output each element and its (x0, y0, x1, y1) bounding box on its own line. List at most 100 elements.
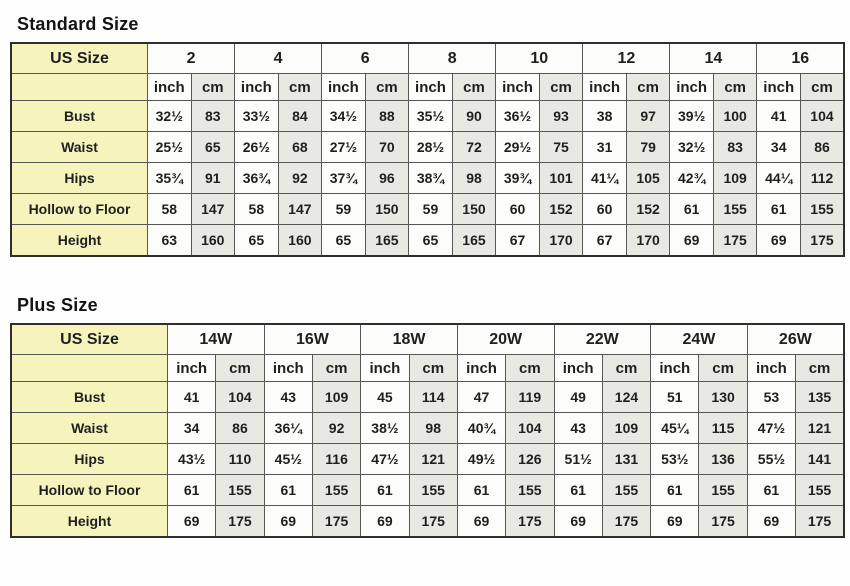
size-header: 8 (408, 42, 497, 74)
size-header: 14 (669, 42, 758, 74)
inch-value: 47 (456, 381, 507, 413)
inch-value: 37¾ (321, 162, 366, 194)
unit-header-inch: inch (166, 354, 217, 382)
size-header: 14W (167, 323, 265, 355)
unit-header-inch: inch (582, 73, 627, 101)
cm-value: 175 (311, 505, 362, 538)
cm-value: 98 (451, 162, 497, 194)
cm-value: 165 (451, 224, 497, 257)
inch-value: 59 (321, 193, 366, 225)
cm-value: 97 (625, 100, 671, 132)
row-label: Hips (10, 162, 148, 194)
table-row: Waist 25½ 65 26½ 68 27½ 70 28½ 72 29½ 75 31 79 32½ 83 3… (10, 131, 845, 163)
inch-value: 61 (553, 474, 603, 506)
cm-value: 155 (215, 474, 265, 506)
inch-value: 49 (553, 381, 603, 413)
cm-value: 86 (799, 131, 845, 163)
cm-value: 83 (190, 100, 236, 132)
inch-value: 63 (147, 224, 192, 257)
inch-value: 65 (321, 224, 366, 257)
unit-header-row: inch cm inch cm inch cm inch cm inch cm inch cm inch… (10, 354, 845, 382)
cm-value: 110 (215, 443, 265, 475)
inch-value: 26½ (234, 131, 279, 163)
plus-size-section: Plus Size US Size 14W 16W 18W 20W 22W 24W 26W in… (0, 295, 850, 538)
unit-header-cm: cm (277, 73, 323, 101)
plus-size-table-body: US Size 14W 16W 18W 20W 22W 24W 26W inch cm inch cm… (10, 323, 845, 538)
cm-value: 147 (277, 193, 323, 225)
inch-value: 39¾ (495, 162, 540, 194)
unit-header-cm: cm (364, 73, 410, 101)
cm-value: 155 (408, 474, 458, 506)
unit-header-cm: cm (698, 354, 748, 382)
row-label: Height (10, 224, 148, 257)
row-label: Waist (10, 131, 148, 163)
cm-value: 175 (712, 224, 758, 257)
inch-value: 27½ (321, 131, 366, 163)
table-row: Hollow to Floor 61 155 61 155 61 155 61 155 61 155… (10, 474, 845, 506)
cm-value: 150 (451, 193, 497, 225)
inch-value: 28½ (408, 131, 453, 163)
size-header: 16 (756, 42, 845, 74)
cm-value: 109 (712, 162, 758, 194)
inch-value: 45½ (263, 443, 313, 475)
cm-value: 160 (277, 224, 323, 257)
unit-header-cm: cm (408, 354, 458, 382)
cm-value: 155 (505, 474, 555, 506)
inch-value: 61 (166, 474, 217, 506)
inch-value: 25½ (147, 131, 192, 163)
inch-value: 53 (746, 381, 797, 413)
table-row: Hollow to Floor 58 147 58 147 59 150 59 150 60 152… (10, 193, 845, 225)
cm-value: 84 (277, 100, 323, 132)
size-header: 16W (263, 323, 362, 355)
cm-value: 92 (311, 412, 362, 444)
inch-value: 36¼ (263, 412, 313, 444)
cm-value: 65 (190, 131, 236, 163)
cm-value: 104 (215, 381, 265, 413)
inch-value: 69 (756, 224, 801, 257)
cm-value: 155 (799, 193, 845, 225)
row-label: Height (10, 505, 168, 538)
inch-value: 40¾ (456, 412, 507, 444)
unit-header-cm: cm (190, 73, 236, 101)
inch-value: 65 (234, 224, 279, 257)
unit-header-inch: inch (408, 73, 453, 101)
row-label: Hips (10, 443, 168, 475)
cm-value: 155 (311, 474, 362, 506)
inch-value: 61 (756, 193, 801, 225)
cm-value: 105 (625, 162, 671, 194)
inch-value: 69 (263, 505, 313, 538)
row-label: Hollow to Floor (10, 474, 168, 506)
unit-header-inch: inch (234, 73, 279, 101)
cm-value: 86 (215, 412, 265, 444)
inch-value: 35¾ (147, 162, 192, 194)
cm-value: 175 (601, 505, 652, 538)
size-header: 24W (650, 323, 748, 355)
inch-value: 61 (650, 474, 700, 506)
inch-value: 69 (650, 505, 700, 538)
inch-value: 61 (746, 474, 797, 506)
inch-value: 51½ (553, 443, 603, 475)
size-header: 2 (146, 42, 236, 74)
inch-value: 41 (166, 381, 217, 413)
cm-value: 109 (601, 412, 652, 444)
us-size-label: US Size (10, 42, 148, 74)
table-row: Bust 41 104 43 109 45 114 47 119 49 124 51 130 53 135 (10, 381, 845, 413)
standard-size-table: US Size 2 4 6 8 10 12 14 16 inch cm inch cm inch cm inc… (10, 42, 845, 257)
cm-value: 83 (712, 131, 758, 163)
inch-value: 29½ (495, 131, 540, 163)
cm-value: 109 (311, 381, 362, 413)
unit-header-cm: cm (311, 354, 362, 382)
inch-value: 35½ (408, 100, 453, 132)
table-row: Hips 43½ 110 45½ 116 47½ 121 49½ 126 51½ 131 53½ 136… (10, 443, 845, 475)
cm-value: 155 (601, 474, 652, 506)
inch-value: 38¾ (408, 162, 453, 194)
cm-value: 119 (505, 381, 555, 413)
inch-value: 42¾ (669, 162, 714, 194)
inch-value: 69 (746, 505, 797, 538)
standard-size-title: Standard Size (17, 14, 139, 34)
unit-header-inch: inch (553, 354, 603, 382)
unit-header-cm: cm (505, 354, 555, 382)
inch-value: 69 (456, 505, 507, 538)
inch-value: 39½ (669, 100, 714, 132)
cm-value: 160 (190, 224, 236, 257)
